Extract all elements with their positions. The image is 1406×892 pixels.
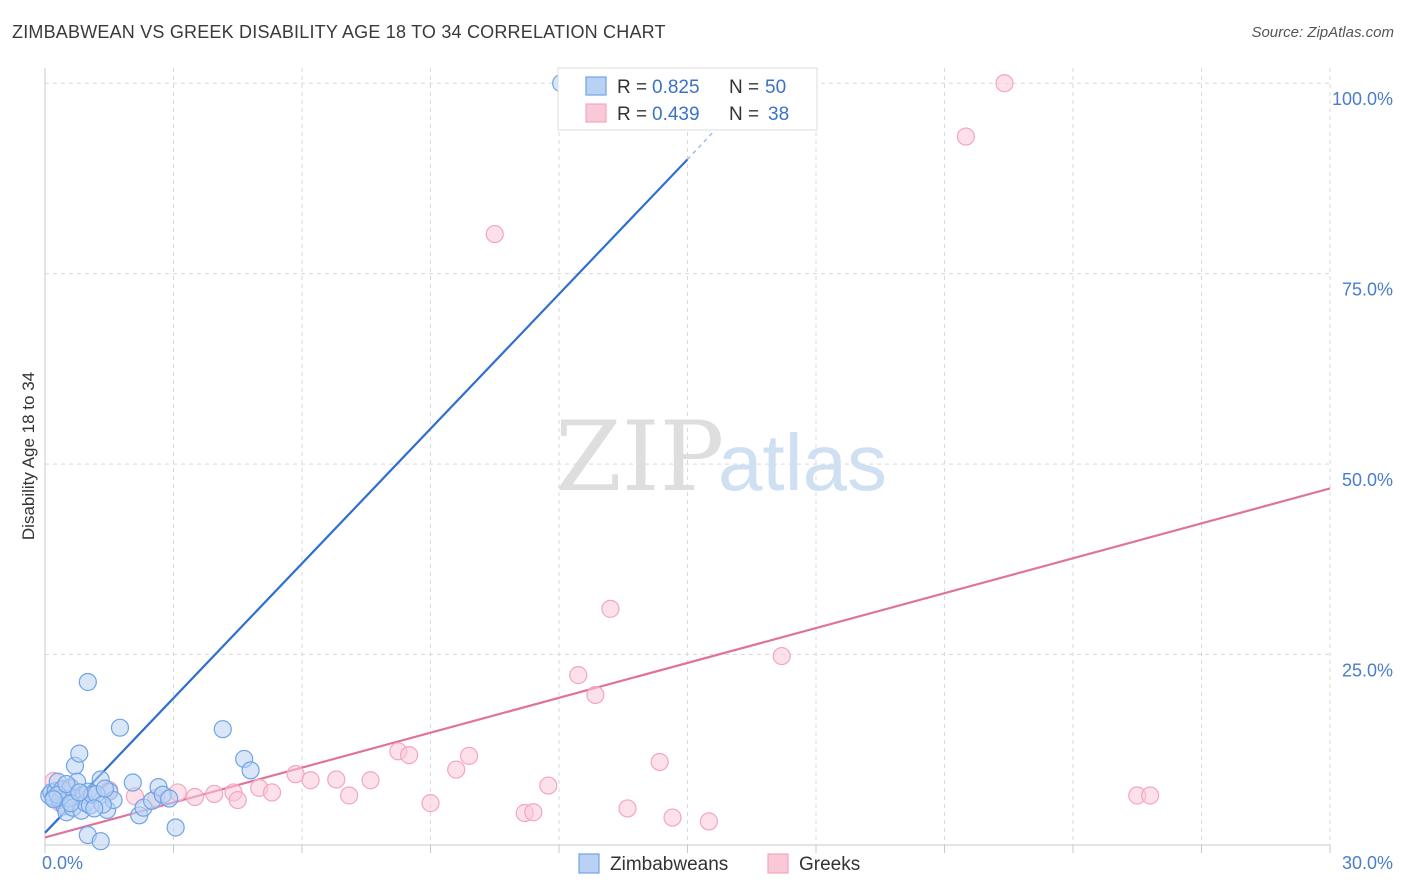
y-tick-label: 50.0% <box>1342 470 1393 490</box>
greeks-point <box>663 808 682 827</box>
zimbabweans-points <box>40 74 571 851</box>
zimbabweans-point <box>70 783 89 802</box>
legend-n-value-1: 50 <box>765 77 786 98</box>
bottom-legend: Zimbabweans Greeks <box>578 853 860 875</box>
greeks-point <box>421 794 440 813</box>
y-tick-label: 25.0% <box>1342 661 1393 681</box>
stats-legend: R = 0.825 N = 50 R = 0.439 N = 38 <box>557 67 818 131</box>
zimbabweans-trend-line <box>44 158 689 834</box>
zimbabweans-point <box>91 832 110 851</box>
zimbabweans-point <box>123 773 142 792</box>
y-tick-labels: 25.0% 50.0% 75.0% 100.0% <box>1332 89 1393 680</box>
greeks-point <box>185 787 205 807</box>
greeks-point <box>327 770 346 789</box>
y-tick-label: 100.0% <box>1332 89 1393 109</box>
axes <box>44 68 1331 853</box>
zimbabweans-trend-extension <box>686 113 731 160</box>
x-tick-label: 0.0% <box>42 853 83 873</box>
greeks-point <box>459 746 479 765</box>
greeks-point <box>539 776 558 795</box>
greeks-point <box>447 760 466 779</box>
greeks-point <box>650 752 669 772</box>
greeks-point <box>699 812 719 831</box>
greeks-point <box>569 666 588 685</box>
bottom-legend-label-zimbabweans: Zimbabweans <box>610 854 728 875</box>
chart-title: ZIMBABWEAN VS GREEK DISABILITY AGE 18 TO… <box>12 22 666 42</box>
greeks-point <box>586 685 605 705</box>
zimbabweans-point <box>70 744 89 763</box>
greeks-point <box>340 786 359 805</box>
greeks-point <box>485 224 504 244</box>
greeks-point <box>618 799 637 818</box>
greeks-point <box>956 127 976 146</box>
y-axis-label: Disability Age 18 to 34 <box>19 372 38 540</box>
legend-n-value-2: 38 <box>768 104 789 125</box>
greeks-point <box>361 771 380 790</box>
zimbabweans-point <box>78 672 97 692</box>
legend-r-value-2: 0.439 <box>652 104 700 125</box>
watermark-atlas: atlas <box>718 418 887 507</box>
greeks-point <box>601 599 620 618</box>
greeks-point <box>228 790 247 810</box>
zimbabweans-point <box>241 761 260 780</box>
legend-r-label-2: R = <box>617 104 647 125</box>
zimbabweans-point <box>213 720 232 739</box>
legend-swatch-zimbabweans <box>585 76 607 96</box>
greeks-point <box>524 803 543 822</box>
zimbabweans-point <box>95 779 115 798</box>
greeks-point <box>1140 786 1160 805</box>
zimbabweans-point <box>44 790 63 809</box>
greeks-point <box>772 646 791 666</box>
x-tick-labels: 0.0% 30.0% <box>42 853 1393 873</box>
legend-r-value-1: 0.825 <box>652 77 700 98</box>
legend-r-label-1: R = <box>617 77 647 98</box>
zimbabweans-point <box>110 718 130 737</box>
source-label: Source: ZipAtlas.com <box>1251 24 1394 41</box>
zimbabweans-point <box>166 818 185 837</box>
legend-swatch-greeks <box>585 103 607 123</box>
greeks-point <box>995 74 1014 93</box>
greeks-point <box>205 784 224 804</box>
zimbabweans-point <box>85 799 104 818</box>
zimbabweans-point <box>160 789 179 808</box>
x-tick-label: 30.0% <box>1342 853 1393 873</box>
zimbabweans-point <box>57 774 76 794</box>
greeks-point <box>399 746 419 765</box>
bottom-legend-swatch-greeks <box>767 853 789 874</box>
legend-n-label-2: N = <box>729 104 759 125</box>
y-tick-label: 75.0% <box>1342 280 1393 300</box>
greeks-point <box>301 771 320 790</box>
legend-n-label-1: N = <box>729 77 759 98</box>
bottom-legend-swatch-zimbabweans <box>578 853 600 874</box>
watermark-zip: ZIP <box>555 401 724 513</box>
greeks-point <box>262 783 282 802</box>
bottom-legend-label-greeks: Greeks <box>799 854 860 875</box>
